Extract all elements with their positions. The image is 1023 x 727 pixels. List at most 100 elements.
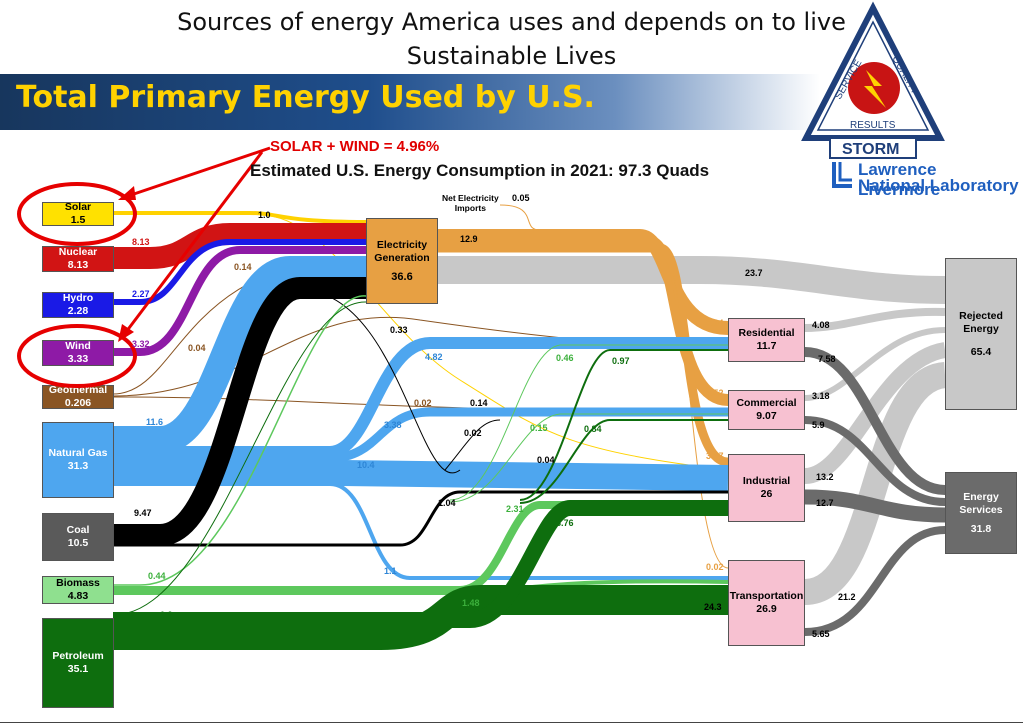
flow-label: 7.58 [818,354,836,364]
flow-label: 3.32 [132,339,150,349]
coal-flows [113,277,728,547]
coal-name: Coal [66,524,90,536]
flow-label: 4.52 [706,388,724,398]
banner-title: Total Primary Energy Used by U.S. [16,80,595,115]
natural-gas-name: Natural Gas [48,447,108,459]
electricity-name-1: Electricity [376,238,428,251]
node-industrial: Industrial 26 [728,454,805,522]
node-residential: Residential 11.7 [728,318,805,362]
storm-logo: SERVICE QUALITY RESULTS STORM [801,1,945,159]
flow-label: 0.97 [612,356,630,366]
title-line-2: Sustainable Lives [406,42,617,70]
net-imports-name-1: Net Electricity [442,193,499,203]
flow-label: 2.27 [132,289,150,299]
lightning-icon [864,70,886,108]
wind-value: 3.33 [67,353,89,365]
industrial-name: Industrial [742,475,791,487]
node-energy-services: Energy Services 31.8 [945,472,1017,554]
hydro-flow [113,239,366,305]
flow-label: 4.82 [425,352,443,362]
industrial-value: 26 [760,488,773,500]
logo-inner-triangle [816,20,930,131]
node-petroleum: Petroleum 35.1 [42,618,114,708]
flame-icon [848,62,900,114]
flow-label: 2.31 [506,504,524,514]
flow-label: 0.02 [464,428,482,438]
llnl-logo-icon [832,162,852,188]
logo-banner [829,137,917,159]
flow-label: 0.44 [148,571,166,581]
title-line-1: Sources of energy America uses and depen… [177,8,846,36]
logo-storm-text: STORM [842,141,899,158]
flow-label: 3.38 [384,420,402,430]
flow-label: 0.33 [390,325,408,335]
net-imports-name-2: Imports [454,203,486,213]
nuclear-name: Nuclear [58,246,98,258]
commercial-name: Commercial [736,397,797,409]
flow-label: 3.37 [706,451,724,461]
rejected-name-2: Energy [963,322,999,335]
node-coal: Coal 10.5 [42,513,114,561]
wind-flow [113,246,366,356]
solar-value: 1.5 [70,214,86,226]
flow-label: 0.04 [188,343,206,353]
flow-label: 12.7 [816,498,834,508]
node-transportation: Transportation 26.9 [728,560,805,646]
banner-bar [0,74,820,130]
coal-value: 10.5 [67,537,89,549]
flow-label: 12.9 [460,234,478,244]
node-biomass: Biomass 4.83 [42,576,114,604]
flow-label: 3.18 [812,391,830,401]
services-value: 31.8 [970,522,992,535]
services-name-1: Energy [963,490,999,503]
flow-label: 0.04 [537,455,555,465]
hydro-value: 2.28 [67,305,89,317]
logo-results-text: RESULTS [850,120,896,131]
transportation-name: Transportation [729,590,804,602]
flow-label: 0.46 [556,353,574,363]
node-hydro: Hydro 2.28 [42,292,114,318]
solar-name: Solar [64,201,92,213]
rejected-name-1: Rejected [959,309,1003,322]
flow-label: 1.04 [438,498,456,508]
flow-label: 21.2 [838,592,856,602]
solar-arrowhead [118,186,136,200]
wind-name: Wind [65,340,91,352]
llnl-name-line-2: National Laboratory [858,176,1019,195]
flow-label: 10.4 [357,460,375,470]
electricity-name-2: Generation [374,251,430,264]
node-wind: Wind 3.33 [42,340,114,366]
services-name-2: Services [959,503,1003,516]
flow-label: 5.04 [706,318,724,328]
flow-label: 8.76 [556,518,574,528]
flow-label: 8.13 [132,237,150,247]
flow-label: 0.14 [234,262,252,272]
flow-label: 0.2 [160,610,173,620]
services-flows [804,347,946,636]
residential-name: Residential [738,327,795,339]
wind-arrow [124,151,264,333]
flow-label: 4.08 [812,320,830,330]
wind-highlight-circle [17,324,137,388]
petroleum-value: 35.1 [67,663,89,675]
transportation-value: 26.9 [756,603,777,615]
commercial-value: 9.07 [756,410,777,422]
node-electricity-generation: Electricity Generation 36.6 [366,218,438,304]
node-rejected-energy: Rejected Energy 65.4 [945,258,1017,410]
flow-label: 5.9 [812,420,825,430]
net-imports-label: Net Electricity Imports [442,193,499,213]
residential-value: 11.7 [756,340,777,352]
flow-label: 0.02 [706,562,724,572]
solar-highlight-circle [17,182,137,246]
petroleum-name: Petroleum [52,650,104,662]
hydro-name: Hydro [62,292,94,304]
flow-label: 1.48 [462,598,480,608]
biomass-name: Biomass [56,577,100,589]
rejected-value: 65.4 [970,345,992,358]
natural-gas-value: 31.3 [67,460,89,472]
solar-arrow [127,146,271,198]
petroleum-flows [112,301,728,650]
flow-label: 13.2 [816,472,834,482]
